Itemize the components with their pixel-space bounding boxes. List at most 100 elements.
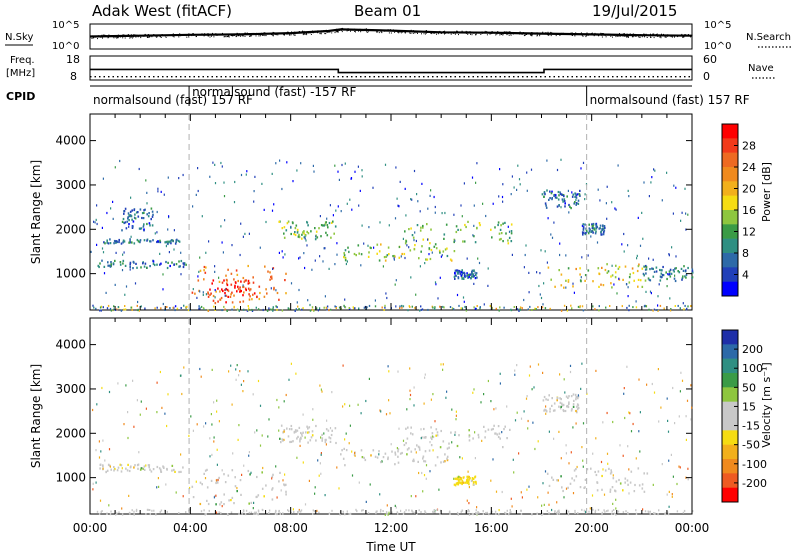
heatmap-cell bbox=[614, 489, 616, 492]
heatmap-cell bbox=[135, 510, 138, 512]
heatmap-cell bbox=[285, 272, 287, 275]
heatmap-cell bbox=[167, 242, 169, 246]
heatmap-cell bbox=[543, 503, 545, 506]
heatmap-cell bbox=[248, 451, 250, 454]
nsky-sample bbox=[235, 36, 237, 38]
nsky-sample bbox=[362, 30, 364, 32]
heatmap-cell bbox=[167, 228, 169, 231]
heatmap-cell bbox=[418, 446, 421, 449]
heatmap-cell bbox=[160, 190, 162, 193]
heatmap-cell bbox=[269, 271, 271, 274]
nsky-sample bbox=[117, 37, 119, 39]
heatmap-cell bbox=[319, 384, 321, 387]
heatmap-cell bbox=[113, 305, 115, 308]
heatmap-cell bbox=[304, 266, 306, 270]
nsky-sample bbox=[237, 33, 239, 35]
heatmap-cell bbox=[125, 285, 128, 288]
heatmap-cell bbox=[416, 444, 418, 447]
heatmap-cell bbox=[144, 307, 146, 310]
heatmap-cell bbox=[135, 262, 137, 265]
heatmap-cell bbox=[146, 213, 148, 216]
heatmap-cell bbox=[110, 309, 113, 312]
heatmap-cell bbox=[610, 469, 612, 472]
heatmap-cell bbox=[152, 468, 155, 471]
heatmap-cell bbox=[214, 182, 217, 185]
heatmap-cell bbox=[468, 435, 471, 438]
nsky-sample bbox=[159, 35, 161, 37]
heatmap-cell bbox=[128, 223, 130, 226]
heatmap-cell bbox=[516, 188, 518, 191]
heatmap-cell bbox=[403, 443, 406, 447]
nsky-sample bbox=[494, 32, 496, 34]
velocity-ylabel: Slant Range [km] bbox=[29, 364, 43, 468]
heatmap-cell bbox=[199, 290, 201, 293]
heatmap-cell bbox=[648, 257, 650, 260]
heatmap-cell bbox=[404, 242, 407, 245]
heatmap-cell bbox=[575, 396, 577, 399]
nsky-sample bbox=[399, 31, 401, 33]
heatmap-cell bbox=[312, 418, 314, 421]
nsky-sample bbox=[160, 37, 162, 38]
heatmap-cell bbox=[110, 263, 112, 266]
heatmap-cell bbox=[146, 508, 149, 511]
heatmap-cell bbox=[96, 243, 98, 246]
heatmap-cell bbox=[376, 456, 379, 459]
heatmap-cell bbox=[419, 229, 422, 232]
heatmap-cell bbox=[467, 273, 470, 276]
heatmap-cell bbox=[584, 274, 587, 277]
nsky-sample bbox=[229, 33, 231, 35]
heatmap-cell bbox=[667, 273, 669, 276]
heatmap-cell bbox=[597, 267, 600, 270]
y-tick-label: 4000 bbox=[55, 338, 86, 352]
nsky-sample bbox=[164, 34, 166, 36]
heatmap-cell bbox=[218, 420, 220, 423]
heatmap-cell bbox=[224, 308, 226, 311]
heatmap-cell bbox=[276, 398, 278, 402]
heatmap-cell bbox=[93, 306, 95, 309]
heatmap-cell bbox=[387, 457, 389, 461]
heatmap-cell bbox=[685, 438, 687, 441]
heatmap-cell bbox=[408, 246, 410, 249]
heatmap-cell bbox=[509, 509, 511, 511]
heatmap-cell bbox=[582, 459, 584, 462]
heatmap-cell bbox=[687, 213, 689, 216]
heatmap-cell bbox=[477, 433, 480, 436]
heatmap-cell bbox=[610, 275, 612, 278]
heatmap-cell bbox=[336, 466, 338, 469]
heatmap-cell bbox=[453, 308, 455, 311]
nsky-sample bbox=[331, 32, 333, 34]
nsky-sample bbox=[644, 36, 645, 38]
heatmap-cell bbox=[250, 501, 253, 504]
heatmap-cell bbox=[308, 426, 311, 429]
nsky-sample bbox=[486, 34, 488, 36]
nsky-sample bbox=[341, 27, 343, 29]
nsky-sample bbox=[570, 32, 572, 34]
heatmap-cell bbox=[581, 446, 583, 449]
heatmap-cell bbox=[196, 423, 198, 426]
heatmap-cell bbox=[471, 275, 473, 278]
heatmap-cell bbox=[577, 199, 580, 202]
heatmap-cell bbox=[213, 401, 215, 404]
heatmap-cell bbox=[673, 270, 675, 273]
heatmap-cell bbox=[412, 511, 414, 514]
heatmap-cell bbox=[127, 217, 129, 220]
heatmap-cell bbox=[338, 487, 340, 490]
heatmap-cell bbox=[344, 298, 346, 301]
nsky-sample bbox=[526, 34, 527, 35]
heatmap-cell bbox=[436, 431, 439, 434]
nsky-sample bbox=[244, 32, 246, 34]
heatmap-cell bbox=[497, 223, 499, 227]
heatmap-cell bbox=[311, 306, 314, 309]
heatmap-cell bbox=[672, 212, 674, 215]
heatmap-cell bbox=[468, 429, 470, 432]
heatmap-cell bbox=[257, 509, 260, 512]
heatmap-cell bbox=[546, 189, 548, 192]
heatmap-cell bbox=[376, 243, 379, 246]
heatmap-cell bbox=[268, 418, 270, 421]
heatmap-cell bbox=[94, 221, 96, 224]
heatmap-cell bbox=[443, 233, 446, 236]
heatmap-cell bbox=[495, 407, 497, 410]
heatmap-cell bbox=[541, 504, 543, 507]
nsky-sample bbox=[122, 34, 124, 36]
heatmap-cell bbox=[133, 208, 135, 212]
